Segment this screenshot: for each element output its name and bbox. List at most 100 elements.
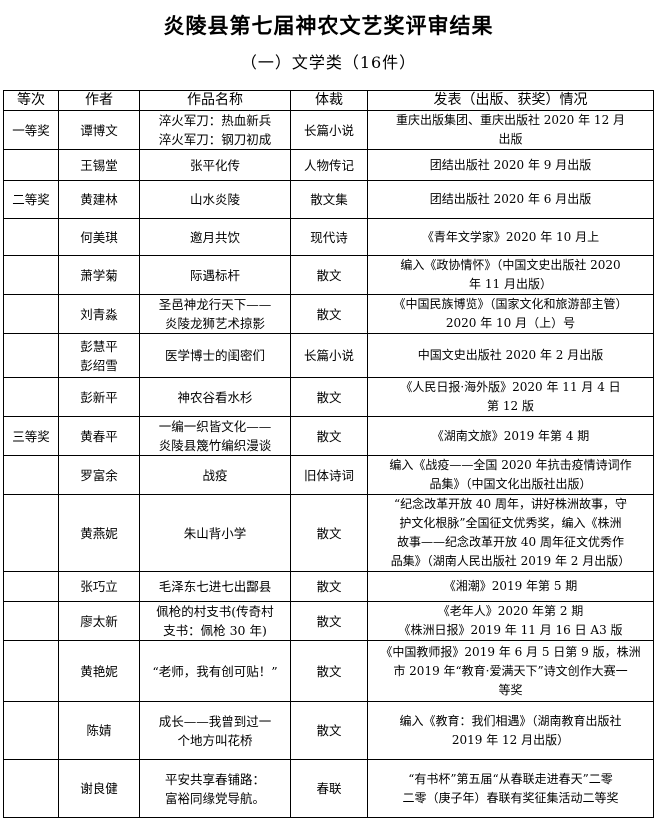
- genre-cell: 长篇小说: [290, 110, 368, 150]
- genre-cell: 散文: [290, 571, 368, 602]
- rank-cell: [3, 294, 59, 334]
- table-row: 二等奖 黄建林 山水炎陵 散文集 团结出版社 2020 年 6 月出版: [3, 180, 654, 219]
- author-cell: 黄春平: [58, 416, 140, 456]
- rank-cell: [3, 494, 59, 572]
- detail-cell: “有书杯”第五届“从春联走进春天”二零 二零（庚子年）春联有奖征集活动二等奖: [367, 759, 654, 818]
- work-cell: 医学博士的闺密们: [139, 333, 291, 378]
- table-row: 廖太新 佩枪的村支书(传奇村 支书：佩枪 30 年) 散文 《老年人》2020 年第 …: [3, 601, 654, 641]
- author-cell: 陈婧: [58, 701, 140, 760]
- rank-cell: [3, 571, 59, 602]
- genre-cell: 散文: [290, 494, 368, 572]
- genre-cell: 散文: [290, 294, 368, 334]
- table-row: 一等奖 谭博文 淬火军刀：热血新兵 淬火军刀：钢刀初成 长篇小说 重庆出版集团、重庆出版…: [3, 110, 654, 150]
- table-header-row: 等次 作者 作品名称 体裁 发表（出版、获奖）情况: [3, 90, 654, 111]
- work-cell: 成长——我曾到过一 个地方叫花桥: [139, 701, 291, 760]
- author-cell: 何美琪: [58, 218, 140, 256]
- work-cell: 张平化传: [139, 149, 291, 181]
- genre-cell: 现代诗: [290, 218, 368, 256]
- author-cell: 谭博文: [58, 110, 140, 150]
- rank-cell: [3, 377, 59, 417]
- table-row: 何美琪 邀月共饮 现代诗 《青年文学家》2020 年 10 月上: [3, 218, 654, 256]
- genre-cell: 散文: [290, 255, 368, 295]
- author-cell: 萧学菊: [58, 255, 140, 295]
- work-cell: 朱山背小学: [139, 494, 291, 572]
- rank-cell: [3, 455, 59, 495]
- genre-cell: 散文: [290, 377, 368, 417]
- author-cell: 谢良健: [58, 759, 140, 818]
- table-row: 刘青淼 圣邑神龙行天下—— 炎陵龙狮艺术掠影 散文 《中国民族博览》（国家文化和旅游部…: [3, 294, 654, 334]
- author-cell: 黄艳妮: [58, 640, 140, 702]
- rank-cell: [3, 333, 59, 378]
- detail-cell: 团结出版社 2020 年 9 月出版: [367, 149, 654, 181]
- table-row: 谢良健 平安共享春铺路： 富裕同缘党导航。 春联 “有书杯”第五届“从春联走进春天”二…: [3, 759, 654, 818]
- author-cell: 黄燕妮: [58, 494, 140, 572]
- work-cell: 淬火军刀：热血新兵 淬火军刀：钢刀初成: [139, 110, 291, 150]
- rank-cell: [3, 601, 59, 641]
- rank-cell: 三等奖: [3, 416, 59, 456]
- detail-cell: 《老年人》2020 年第 2 期 《株洲日报》2019 年 11 月 16 日 …: [367, 601, 654, 641]
- work-cell: 神农谷看水杉: [139, 377, 291, 417]
- table-row: 萧学菊 际遇标杆 散文 编入《政协情怀》（中国文史出版社 2020 年 11 月出版）: [3, 255, 654, 295]
- rank-cell: 二等奖: [3, 180, 59, 219]
- author-cell: 黄建林: [58, 180, 140, 219]
- table-row: 彭慧平 彭绍雪 医学博士的闺密们 长篇小说 中国文史出版社 2020 年 2 月出版: [3, 333, 654, 378]
- table-row: 三等奖 黄春平 一编一织皆文化—— 炎陵县篾竹编织漫谈 散文 《湖南文旅》2019 年第…: [3, 416, 654, 456]
- rank-cell: [3, 255, 59, 295]
- genre-cell: 人物传记: [290, 149, 368, 181]
- rank-cell: [3, 701, 59, 760]
- detail-cell: 团结出版社 2020 年 6 月出版: [367, 180, 654, 219]
- work-cell: 山水炎陵: [139, 180, 291, 219]
- rank-cell: [3, 640, 59, 702]
- genre-cell: 春联: [290, 759, 368, 818]
- detail-cell: 编入《政协情怀》（中国文史出版社 2020 年 11 月出版）: [367, 255, 654, 295]
- table-row: 王锡堂 张平化传 人物传记 团结出版社 2020 年 9 月出版: [3, 149, 654, 181]
- header-genre: 体裁: [290, 90, 368, 111]
- author-cell: 彭慧平 彭绍雪: [58, 333, 140, 378]
- work-cell: 一编一织皆文化—— 炎陵县篾竹编织漫谈: [139, 416, 291, 456]
- author-cell: 罗富余: [58, 455, 140, 495]
- table-row: 黄燕妮 朱山背小学 散文 “纪念改革开放 40 周年，讲好株洲故事，守 护文化根脉”全…: [3, 494, 654, 572]
- genre-cell: 长篇小说: [290, 333, 368, 378]
- detail-cell: 《湖南文旅》2019 年第 4 期: [367, 416, 654, 456]
- work-cell: “老师，我有创可贴！”: [139, 640, 291, 702]
- header-rank: 等次: [3, 90, 59, 111]
- work-cell: 战疫: [139, 455, 291, 495]
- header-detail: 发表（出版、获奖）情况: [367, 90, 654, 111]
- detail-cell: 《青年文学家》2020 年 10 月上: [367, 218, 654, 256]
- detail-cell: 中国文史出版社 2020 年 2 月出版: [367, 333, 654, 378]
- page-subtitle: （一）文学类（16件）: [240, 53, 417, 72]
- genre-cell: 散文: [290, 416, 368, 456]
- work-cell: 邀月共饮: [139, 218, 291, 256]
- rank-cell: [3, 149, 59, 181]
- author-cell: 刘青淼: [58, 294, 140, 334]
- work-cell: 毛泽东七进七出酃县: [139, 571, 291, 602]
- detail-cell: 重庆出版集团、重庆出版社 2020 年 12 月 出版: [367, 110, 654, 150]
- rank-cell: 一等奖: [3, 110, 59, 150]
- detail-cell: 《湘潮》2019 年第 5 期: [367, 571, 654, 602]
- genre-cell: 散文: [290, 701, 368, 760]
- detail-cell: 《中国教师报》2019 年 6 月 5 日第 9 版，株洲 市 2019 年“教…: [367, 640, 654, 702]
- work-cell: 平安共享春铺路： 富裕同缘党导航。: [139, 759, 291, 818]
- table-row: 彭新平 神农谷看水杉 散文 《人民日报·海外版》2020 年 11 月 4 日 第 1…: [3, 377, 654, 417]
- page-title: 炎陵县第七届神农文艺奖评审结果: [163, 13, 494, 38]
- genre-cell: 散文: [290, 640, 368, 702]
- work-cell: 际遇标杆: [139, 255, 291, 295]
- table-row: 陈婧 成长——我曾到过一 个地方叫花桥 散文 编入《教育：我们相遇》（湖南教育出版社 …: [3, 701, 654, 760]
- work-cell: 圣邑神龙行天下—— 炎陵龙狮艺术掠影: [139, 294, 291, 334]
- header-author: 作者: [58, 90, 140, 111]
- detail-cell: 《中国民族博览》（国家文化和旅游部主管） 2020 年 10 月（上）号: [367, 294, 654, 334]
- author-cell: 张巧立: [58, 571, 140, 602]
- header-work: 作品名称: [139, 90, 291, 111]
- results-table: 等次 作者 作品名称 体裁 发表（出版、获奖）情况 一等奖 谭博文 淬火军刀：热血新…: [3, 90, 654, 818]
- genre-cell: 旧体诗词: [290, 455, 368, 495]
- detail-cell: 编入《教育：我们相遇》（湖南教育出版社 2019 年 12 月出版）: [367, 701, 654, 760]
- rank-cell: [3, 759, 59, 818]
- work-cell: 佩枪的村支书(传奇村 支书：佩枪 30 年): [139, 601, 291, 641]
- detail-cell: 《人民日报·海外版》2020 年 11 月 4 日 第 12 版: [367, 377, 654, 417]
- genre-cell: 散文集: [290, 180, 368, 219]
- author-cell: 彭新平: [58, 377, 140, 417]
- detail-cell: 编入《战疫——全国 2020 年抗击疫情诗词作 品集》（中国文化出版社出版）: [367, 455, 654, 495]
- detail-cell: “纪念改革开放 40 周年，讲好株洲故事，守 护文化根脉”全国征文优秀奖，编入《…: [367, 494, 654, 572]
- table-row: 罗富余 战疫 旧体诗词 编入《战疫——全国 2020 年抗击疫情诗词作 品集》（中国文…: [3, 455, 654, 495]
- author-cell: 廖太新: [58, 601, 140, 641]
